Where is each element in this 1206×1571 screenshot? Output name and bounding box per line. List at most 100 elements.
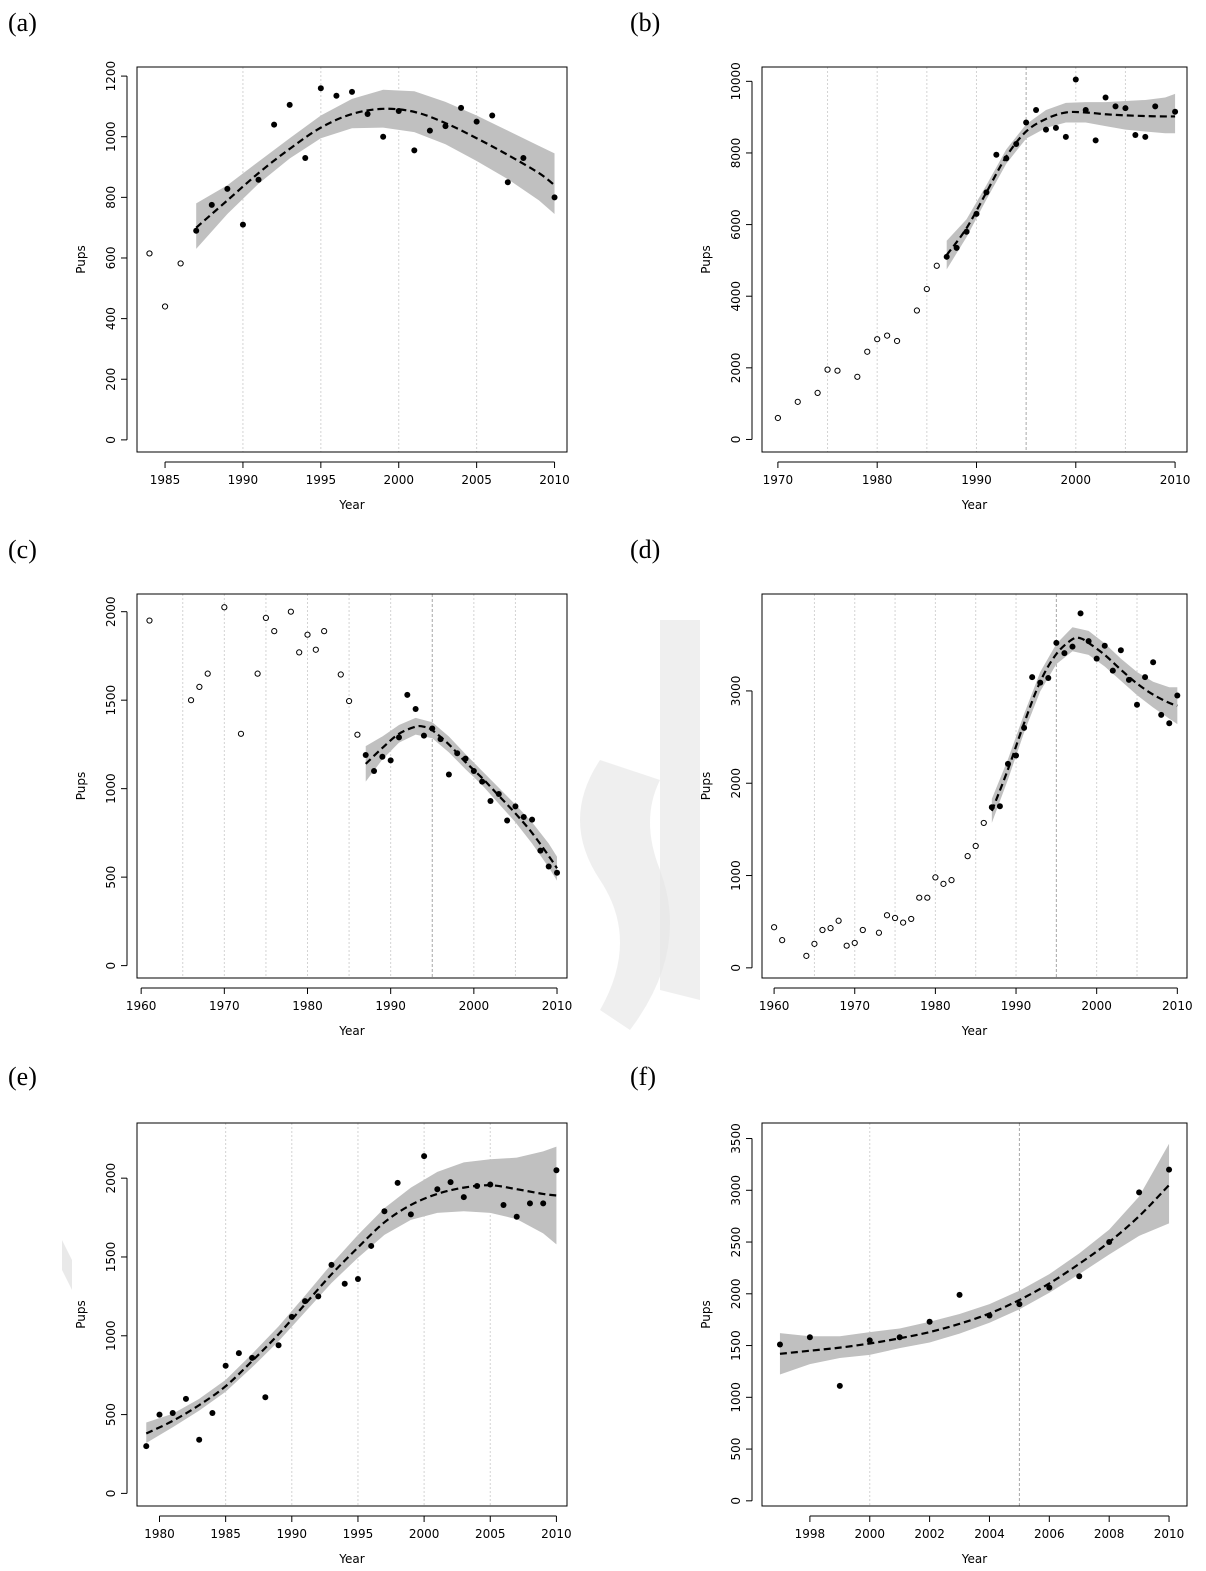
data-point-filled [224,185,231,192]
data-point-filled [387,757,394,764]
data-point-open [884,332,891,339]
y-axis-title: Pups [699,772,713,801]
data-point-filled [495,790,502,797]
x-tick-label: 1990 [1001,999,1032,1013]
data-point-filled [288,1313,295,1320]
data-point-open [287,608,294,615]
x-tick-label: 1970 [839,999,870,1013]
x-tick-label: 2000 [459,999,490,1013]
data-point-filled [1142,674,1149,681]
data-point-filled [1117,647,1124,654]
data-point-filled [447,1179,454,1186]
y-tick-label: 1200 [104,61,118,92]
data-point-filled [182,1395,189,1402]
data-point-open [254,670,261,677]
confidence-band [779,1143,1170,1375]
y-tick-label: 1500 [729,1330,743,1361]
data-point-filled [302,154,309,161]
data-point-filled [1106,1239,1113,1246]
y-tick-label: 1000 [104,773,118,804]
data-point-filled [349,88,355,95]
data-point-open [834,367,841,374]
confidence-band [196,89,555,249]
data-point-open [964,853,971,860]
data-point-open [204,670,211,677]
x-tick-label: 2004 [974,1527,1005,1541]
data-point-open [811,940,818,947]
data-point-filled [996,803,1003,810]
data-point-filled [407,1211,414,1218]
data-point-filled [208,201,215,208]
data-point-open [262,614,270,621]
data-point-filled [156,1411,163,1418]
data-point-filled [953,244,960,251]
data-point-filled [986,1312,993,1319]
panel-label-d: (d) [630,535,661,564]
data-point-filled [1013,752,1020,759]
data-point-filled [460,1194,467,1201]
data-point-filled [429,725,436,732]
data-point-filled [554,869,561,876]
data-point-open [908,915,915,923]
data-point-open [271,628,278,635]
data-point-filled [255,176,262,183]
data-point-filled [262,1394,269,1401]
data-point-filled [315,1293,322,1300]
data-point-filled [364,110,371,117]
fitted-curve [779,1184,1170,1355]
y-tick-label: 200 [104,368,118,391]
data-point-filled [1062,133,1069,140]
data-point-open [972,842,979,850]
data-point-filled [368,1242,375,1249]
data-point-filled [458,104,465,111]
x-axis-title: Year [338,1552,364,1566]
data-point-open [345,697,353,705]
y-axis-title: Pups [74,772,88,801]
data-point-open [864,348,871,355]
data-point-filled [943,253,950,260]
data-point-filled [1093,655,1100,662]
data-point-filled [1061,650,1068,657]
data-point-open [196,683,203,691]
x-tick-label: 1980 [862,473,893,487]
data-point-filled [500,1201,507,1208]
data-point-open [770,924,778,931]
data-point-filled [988,804,995,811]
y-axis-title: Pups [699,245,713,274]
data-point-filled [983,189,990,196]
y-axis-title: Pups [74,245,88,274]
data-point-filled [442,123,449,130]
data-point-open [221,604,228,611]
data-point-filled [504,179,511,186]
data-point-open [916,894,923,901]
x-tick-label: 1980 [144,1527,175,1541]
y-tick-label: 500 [104,866,118,889]
data-point-filled [371,767,378,774]
data-point-filled [239,221,246,228]
data-point-filled [487,1181,494,1188]
data-point-open [161,303,169,310]
data-point-open [933,262,940,269]
x-tick-label: 2005 [475,1527,506,1541]
data-point-filled [286,101,293,108]
data-point-filled [426,127,433,134]
data-point-filled [956,1291,963,1298]
data-point-open [177,260,184,267]
y-axis-title: Pups [699,1300,713,1329]
data-point-filled [470,767,477,774]
data-point-open [321,628,328,635]
data-point-filled [537,847,544,854]
x-axis-title: Year [338,498,364,512]
x-tick-label: 2005 [461,473,492,487]
x-tick-label: 1995 [306,473,337,487]
x-tick-label: 2000 [1081,999,1112,1013]
data-point-filled [1037,679,1044,686]
x-tick-label: 1985 [150,473,181,487]
x-tick-label: 1970 [209,999,240,1013]
data-point-filled [1076,1273,1083,1280]
confidence-band [946,93,1176,270]
data-point-filled [1023,119,1030,126]
plot-frame [136,66,568,453]
x-tick-label: 2000 [1061,473,1092,487]
